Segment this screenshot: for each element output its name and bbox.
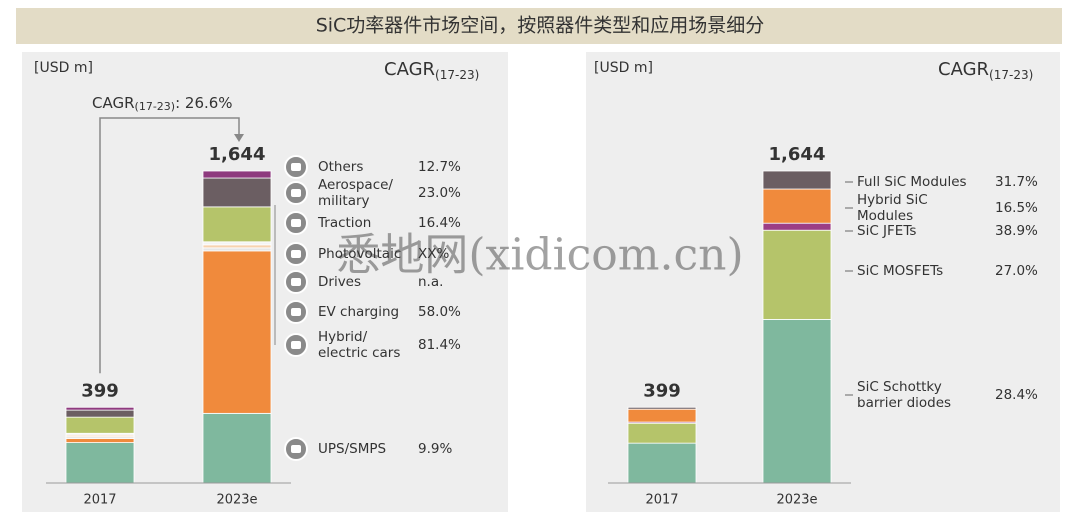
legend-icon-glyph (291, 163, 301, 171)
legend-icon-glyph (291, 219, 301, 227)
cagr-sub: (17-23) (989, 68, 1033, 82)
bar-segment (65, 406, 135, 411)
cagr-arrow (234, 134, 244, 142)
x-tick-label: 2017 (83, 493, 116, 508)
bar-segment (627, 442, 697, 484)
cagr-value: 16.5% (995, 200, 1038, 216)
bar-segment (202, 241, 272, 246)
legend-label: UPS/SMPS (318, 441, 386, 457)
legend-label: Hybrid SiC Modules (857, 192, 928, 224)
bar-segment (202, 247, 272, 252)
cagr-value: 16.4% (418, 215, 461, 231)
bar-segment (65, 416, 135, 434)
legend-label: SiC MOSFETs (857, 263, 943, 279)
legend-label: Traction (317, 215, 371, 231)
legend-label: SiC Schottky barrier diodes (857, 379, 951, 411)
bar-segment (202, 206, 272, 243)
cagr-text: CAGR (938, 59, 989, 80)
legend-label: Photovoltaic (318, 246, 401, 262)
bar-segment (202, 250, 272, 414)
x-tick-label: 2017 (645, 493, 678, 508)
legend-label: EV charging (318, 304, 399, 320)
cagr-value: XX% (418, 246, 449, 262)
cagr-value: 27.0% (995, 263, 1038, 279)
watermark: 悉地网(xidicom.cn) (336, 230, 743, 281)
bar-segment (65, 442, 135, 484)
bar-segment (65, 409, 135, 418)
cagr-bracket (99, 117, 240, 374)
unit-label: [USD m] (34, 60, 93, 76)
bar-segment (202, 177, 272, 208)
cagr-value: 38.9% (995, 223, 1038, 239)
legend-label: Hybrid/electric cars (318, 329, 400, 361)
bar-segment (762, 222, 832, 231)
total-label: 1,644 (769, 144, 826, 165)
legend-icon-glyph (291, 250, 301, 258)
bar-segment (202, 170, 272, 179)
total-label: 1,644 (209, 144, 266, 165)
bar-segment (627, 408, 697, 423)
cagr-value: 31.7% (995, 174, 1038, 190)
legend-icon-glyph (291, 189, 301, 197)
annotation-rest: : 26.6% (175, 94, 232, 112)
bar-segment (762, 229, 832, 320)
bar-segment (202, 244, 272, 249)
total-label: 399 (81, 380, 119, 401)
bar-segment (627, 406, 697, 410)
cagr-value: 58.0% (418, 304, 461, 320)
cagr-header: CAGR(17-23) (938, 59, 1033, 82)
total-label: 399 (643, 380, 681, 401)
bar-segment (627, 422, 697, 444)
unit-label: [USD m] (594, 60, 653, 76)
legend-label: Aerospace/military (318, 177, 393, 209)
cagr-value: 23.0% (418, 185, 461, 201)
bar-segment (762, 188, 832, 224)
x-tick-label: 2023e (776, 493, 817, 508)
legend-label: SiC JFETs (857, 223, 916, 239)
cagr-sub: (17-23) (435, 68, 479, 82)
annotation-text: CAGR (92, 94, 135, 112)
cagr-header: CAGR(17-23) (384, 59, 479, 82)
cagr-annotation: CAGR(17-23): 26.6% (92, 94, 233, 114)
page-title: SiC功率器件市场空间，按照器件类型和应用场景细分 (316, 15, 765, 37)
annotation-sub: (17-23) (135, 100, 176, 113)
bar-segment (202, 412, 272, 484)
cagr-value: 9.9% (418, 441, 452, 457)
legend-label: Others (318, 159, 363, 175)
cagr-value: 81.4% (418, 337, 461, 353)
legend-label: Full SiC Modules (857, 174, 967, 190)
cagr-text: CAGR (384, 59, 435, 80)
legend-icon-glyph (291, 445, 301, 453)
cagr-value: 12.7% (418, 159, 461, 175)
legend-icon-glyph (291, 308, 301, 316)
bar-segment (762, 170, 832, 190)
cagr-value: 28.4% (995, 387, 1038, 403)
legend-icon-glyph (291, 341, 301, 349)
title-banner (16, 8, 1062, 44)
legend-icon-glyph (291, 278, 301, 286)
bar-segment (762, 319, 832, 484)
bar-segment (65, 438, 135, 443)
legend-label: Drives (318, 274, 361, 290)
x-tick-label: 2023e (216, 493, 257, 508)
cagr-value: n.a. (418, 274, 443, 290)
